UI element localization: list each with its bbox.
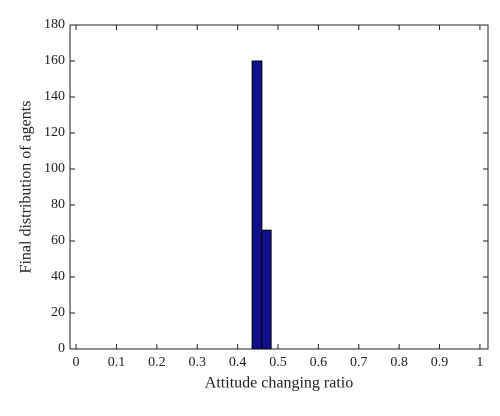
y-tick-label: 180 bbox=[44, 17, 65, 32]
x-tick-label: 1 bbox=[476, 355, 483, 370]
x-tick-label: 0.3 bbox=[188, 355, 206, 370]
bar bbox=[261, 229, 272, 350]
x-tick-label: 0.8 bbox=[390, 355, 408, 370]
y-tick-label: 60 bbox=[51, 233, 65, 248]
x-tick-label: 0.6 bbox=[310, 355, 328, 370]
x-tick-label: 0.5 bbox=[269, 355, 287, 370]
x-tick-label: 0.1 bbox=[108, 355, 126, 370]
y-axis-label: Final distribution of agents bbox=[18, 101, 35, 274]
y-tick-label: 160 bbox=[44, 53, 65, 68]
plot-frame bbox=[69, 24, 489, 350]
bar bbox=[251, 60, 263, 350]
x-tick-label: 0.9 bbox=[431, 355, 449, 370]
x-tick-label: 0 bbox=[73, 355, 80, 370]
y-tick-label: 120 bbox=[44, 125, 65, 140]
y-tick-label: 140 bbox=[44, 89, 65, 104]
x-tick-label: 0.2 bbox=[148, 355, 166, 370]
x-tick-label: 0.4 bbox=[229, 355, 247, 370]
y-tick-label: 20 bbox=[51, 305, 65, 320]
x-tick-label: 0.7 bbox=[350, 355, 368, 370]
y-tick-label: 40 bbox=[51, 269, 65, 284]
x-axis-label: Attitude changing ratio bbox=[205, 375, 353, 392]
y-tick-label: 80 bbox=[51, 197, 65, 212]
y-tick-label: 0 bbox=[58, 341, 65, 356]
y-tick-label: 100 bbox=[44, 161, 65, 176]
